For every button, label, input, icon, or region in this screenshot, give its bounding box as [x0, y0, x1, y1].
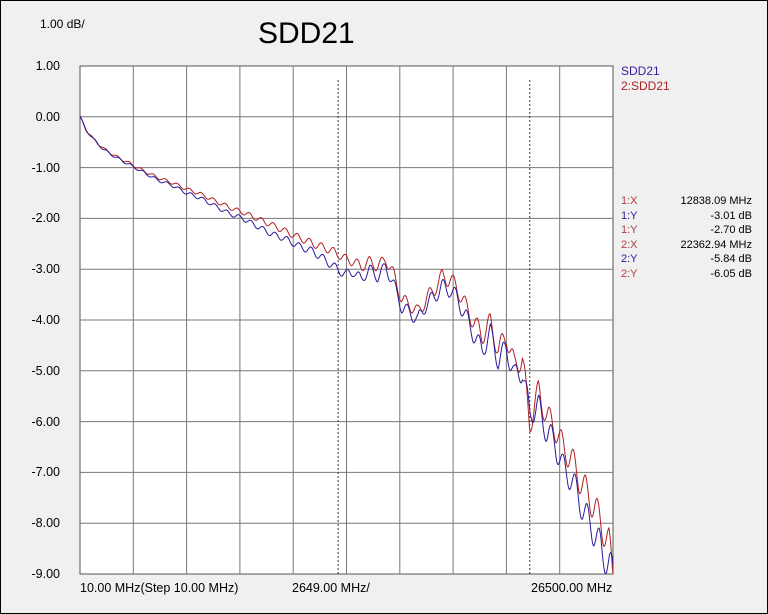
scale-label: 1.00 dB/	[40, 17, 85, 31]
trace-2	[79, 115, 614, 575]
y-tick-label: 1.00	[35, 59, 60, 73]
x-end-label: 26500.00 MHz	[531, 581, 613, 595]
marker-row: 2:Y -6.05 dB	[621, 267, 752, 280]
y-tick-label: -4.00	[31, 313, 61, 327]
y-tick-label: -8.00	[31, 516, 61, 531]
marker-key: 1:Y	[621, 224, 638, 236]
legend-entry-2[interactable]: 2:SDD21	[621, 79, 670, 93]
marker-value: 22362.94 MHz	[680, 238, 752, 251]
marker-key: 2:X	[621, 238, 638, 251]
y-tick-label: -5.00	[31, 363, 61, 378]
marker-key: 1:Y	[621, 209, 638, 222]
y-tick-label: -9.00	[31, 567, 61, 581]
y-tick-label: -2.00	[31, 211, 61, 226]
marker-row: 1:Y -3.01 dB	[621, 209, 752, 222]
marker-key: 2:Y	[621, 267, 638, 280]
marker-row: 2:Y -5.84 dB	[621, 253, 752, 265]
x-division-label: 2649.00 MHz/	[292, 581, 370, 595]
marker-key: 2:Y	[621, 253, 638, 265]
y-tick-label: -3.00	[31, 262, 61, 277]
marker-key: 1:X	[621, 195, 638, 207]
marker-value: 12838.09 MHz	[680, 195, 752, 207]
y-tick-label: -6.00	[31, 414, 61, 429]
legend-entry-1[interactable]: SDD21	[621, 64, 660, 78]
marker-value: -5.84 dB	[710, 253, 752, 265]
marker-row: 2:X 22362.94 MHz	[621, 238, 752, 251]
chart-title: SDD21	[258, 17, 355, 50]
y-tick-label: -7.00	[31, 465, 61, 480]
y-tick-label: 0.00	[35, 109, 60, 124]
marker-row: 1:X 12838.09 MHz	[621, 195, 752, 207]
marker-value: -2.70 dB	[710, 224, 752, 236]
marker-value: -3.01 dB	[710, 209, 752, 222]
trace-1	[79, 116, 614, 575]
x-start-label: 10.00 MHz(Step 10.00 MHz)	[80, 581, 239, 595]
marker-row: 1:Y -2.70 dB	[621, 224, 752, 236]
marker-value: -6.05 dB	[710, 267, 752, 280]
y-tick-label: -1.00	[31, 160, 61, 175]
